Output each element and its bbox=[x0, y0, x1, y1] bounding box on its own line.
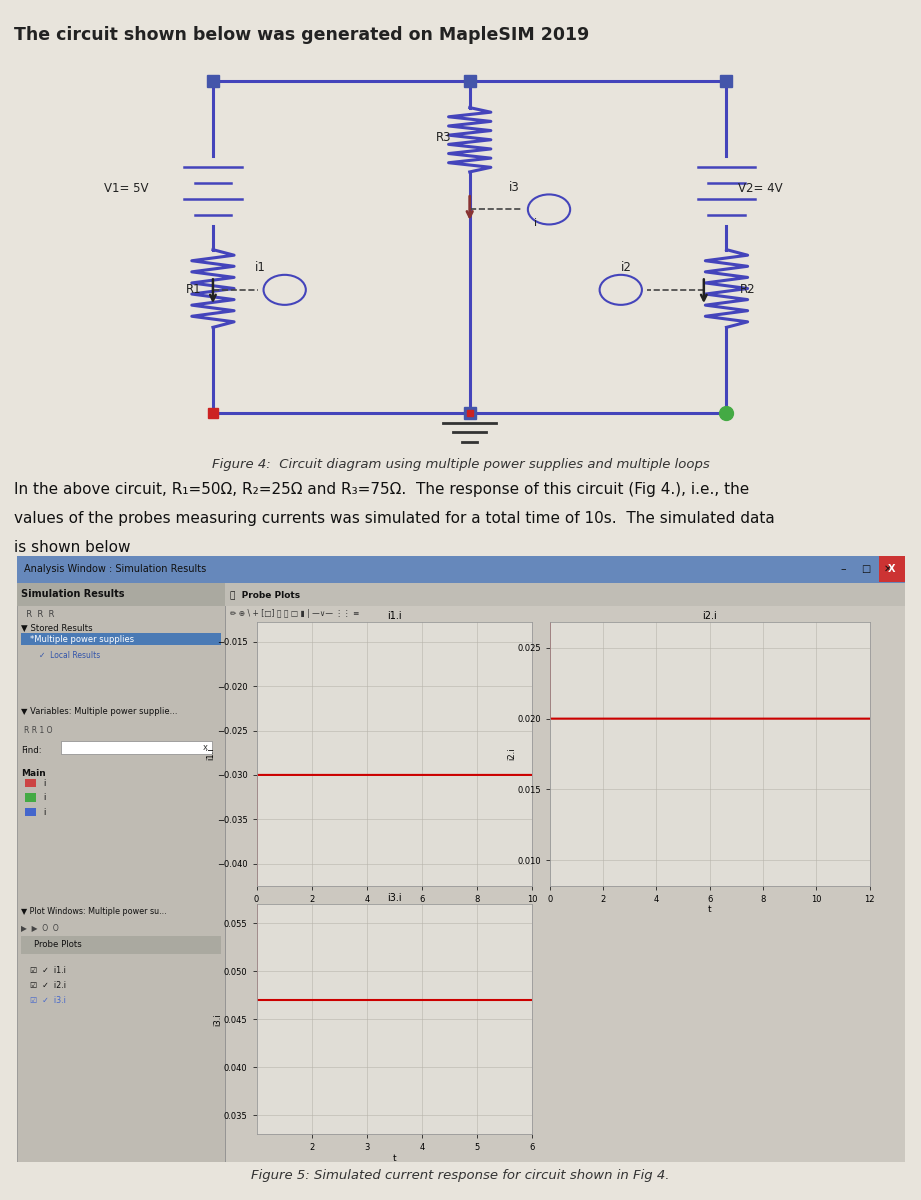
Text: Simulation Results: Simulation Results bbox=[21, 589, 124, 599]
Text: V1= 5V: V1= 5V bbox=[104, 181, 149, 194]
Text: i: i bbox=[534, 217, 537, 228]
Text: values of the probes measuring currents was simulated for a total time of 10s.  : values of the probes measuring currents … bbox=[14, 511, 775, 526]
Text: ✏ ⊕ \ + [□] 🔎 🔎 □ ▮ | —∨— ⋮⋮ ≡: ✏ ⊕ \ + [□] 🔎 🔎 □ ▮ | —∨— ⋮⋮ ≡ bbox=[230, 608, 359, 618]
Text: ☑  ✓  i2.i: ☑ ✓ i2.i bbox=[29, 982, 66, 990]
Text: i3: i3 bbox=[509, 181, 519, 193]
Text: i: i bbox=[43, 779, 46, 788]
Text: ✕: ✕ bbox=[883, 564, 892, 574]
Text: ▼ Variables: Multiple power supplie...: ▼ Variables: Multiple power supplie... bbox=[21, 707, 178, 716]
Text: ☑  ✓  i1.i: ☑ ✓ i1.i bbox=[29, 966, 65, 974]
Text: □: □ bbox=[861, 564, 870, 574]
Text: x: x bbox=[203, 743, 207, 752]
Text: Figure 4:  Circuit diagram using multiple power supplies and multiple loops: Figure 4: Circuit diagram using multiple… bbox=[212, 458, 709, 472]
Text: Find:: Find: bbox=[21, 746, 41, 755]
Text: ☑  ✓  i3.i: ☑ ✓ i3.i bbox=[29, 996, 65, 1006]
Title: i3.i: i3.i bbox=[387, 893, 402, 904]
Text: i: i bbox=[43, 793, 46, 803]
FancyBboxPatch shape bbox=[226, 583, 905, 1162]
Text: X: X bbox=[888, 564, 896, 574]
Text: R  R  R: R R R bbox=[21, 610, 54, 619]
Text: V2= 4V: V2= 4V bbox=[738, 181, 783, 194]
Text: ✓  Local Results: ✓ Local Results bbox=[39, 650, 100, 660]
FancyBboxPatch shape bbox=[879, 557, 905, 582]
Y-axis label: i2.i: i2.i bbox=[507, 748, 516, 761]
FancyBboxPatch shape bbox=[21, 936, 221, 954]
Text: ▼ Plot Windows: Multiple power su...: ▼ Plot Windows: Multiple power su... bbox=[21, 907, 167, 916]
FancyBboxPatch shape bbox=[21, 634, 221, 646]
X-axis label: t: t bbox=[708, 905, 712, 914]
Text: Probe Plots: Probe Plots bbox=[34, 940, 82, 949]
Y-axis label: i1.i: i1.i bbox=[206, 748, 216, 761]
Text: Figure 5: Simulated current response for circuit shown in Fig 4.: Figure 5: Simulated current response for… bbox=[251, 1169, 670, 1182]
FancyBboxPatch shape bbox=[61, 742, 212, 755]
FancyBboxPatch shape bbox=[17, 556, 905, 1162]
Text: ▶  ▶  O  O: ▶ ▶ O O bbox=[21, 924, 59, 932]
FancyBboxPatch shape bbox=[26, 779, 36, 787]
Text: In the above circuit, R₁=50Ω, R₂=25Ω and R₃=75Ω.  The response of this circuit (: In the above circuit, R₁=50Ω, R₂=25Ω and… bbox=[14, 482, 749, 497]
X-axis label: t: t bbox=[392, 905, 396, 914]
FancyBboxPatch shape bbox=[17, 583, 226, 1162]
Text: R R 1 O: R R 1 O bbox=[24, 726, 52, 736]
FancyBboxPatch shape bbox=[17, 583, 226, 606]
Text: i: i bbox=[43, 808, 46, 817]
Text: 🗒  Probe Plots: 🗒 Probe Plots bbox=[230, 590, 300, 599]
FancyBboxPatch shape bbox=[226, 583, 905, 606]
Text: i1: i1 bbox=[254, 262, 265, 274]
Text: ▼ Stored Results: ▼ Stored Results bbox=[21, 624, 93, 632]
Text: R2: R2 bbox=[740, 283, 756, 296]
Y-axis label: i3.i: i3.i bbox=[214, 1013, 222, 1026]
Text: –: – bbox=[840, 564, 846, 574]
Text: *Multiple power supplies: *Multiple power supplies bbox=[29, 635, 134, 643]
FancyBboxPatch shape bbox=[17, 556, 905, 583]
Text: is shown below: is shown below bbox=[14, 540, 130, 554]
Title: i1.i: i1.i bbox=[387, 612, 402, 622]
X-axis label: t: t bbox=[392, 1153, 396, 1163]
Text: Main: Main bbox=[21, 769, 46, 778]
FancyBboxPatch shape bbox=[26, 808, 36, 816]
Title: i2.i: i2.i bbox=[703, 612, 717, 622]
Text: i2: i2 bbox=[621, 262, 632, 274]
Text: The circuit shown below was generated on MapleSIM 2019: The circuit shown below was generated on… bbox=[14, 26, 589, 44]
Text: R1: R1 bbox=[186, 283, 202, 296]
FancyBboxPatch shape bbox=[26, 793, 36, 802]
Text: Analysis Window : Simulation Results: Analysis Window : Simulation Results bbox=[24, 564, 206, 574]
Text: R3: R3 bbox=[436, 131, 451, 144]
